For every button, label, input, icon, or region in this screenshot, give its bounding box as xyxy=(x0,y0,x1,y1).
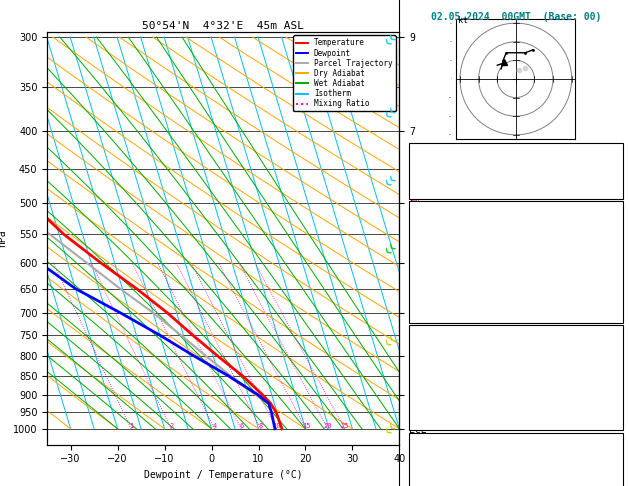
Text: SREH: SREH xyxy=(411,469,433,479)
Text: -0: -0 xyxy=(610,379,620,388)
Text: 2: 2 xyxy=(169,423,174,429)
Text: CAPE (J): CAPE (J) xyxy=(411,395,454,404)
Text: PW (cm): PW (cm) xyxy=(411,180,449,190)
Text: 15: 15 xyxy=(302,423,310,429)
Text: CIN (J): CIN (J) xyxy=(411,412,449,421)
Text: Mixing Ratio (g/kg): Mixing Ratio (g/kg) xyxy=(411,191,420,286)
X-axis label: Dewpoint / Temperature (°C): Dewpoint / Temperature (°C) xyxy=(144,470,303,480)
Text: 72: 72 xyxy=(610,469,620,479)
Text: 50: 50 xyxy=(610,164,620,173)
Text: 8: 8 xyxy=(259,423,263,429)
Text: ❮❮: ❮❮ xyxy=(382,172,398,188)
Text: ❮❮: ❮❮ xyxy=(382,332,398,348)
Text: Hodograph: Hodograph xyxy=(492,436,540,446)
Text: Totals Totals: Totals Totals xyxy=(411,164,481,173)
Text: Temp (°C): Temp (°C) xyxy=(411,222,460,231)
Text: © weatheronline.co.uk: © weatheronline.co.uk xyxy=(464,468,568,477)
Text: Lifted Index: Lifted Index xyxy=(411,379,476,388)
Text: 0: 0 xyxy=(615,288,620,297)
Text: ❮❮: ❮❮ xyxy=(382,104,398,120)
Text: 318: 318 xyxy=(604,362,620,371)
Text: 925: 925 xyxy=(604,346,620,355)
Text: Pressure (mb): Pressure (mb) xyxy=(411,346,481,355)
Y-axis label: hPa: hPa xyxy=(0,229,8,247)
Text: 02.05.2024  00GMT  (Base: 00): 02.05.2024 00GMT (Base: 00) xyxy=(431,12,601,22)
Text: 1: 1 xyxy=(129,423,133,429)
Text: 54: 54 xyxy=(610,453,620,462)
Text: CAPE (J): CAPE (J) xyxy=(411,288,454,297)
Text: 25: 25 xyxy=(340,423,349,429)
Text: 31: 31 xyxy=(610,147,620,156)
Text: 6: 6 xyxy=(239,423,243,429)
Text: CIN (J): CIN (J) xyxy=(411,304,449,313)
Text: kt: kt xyxy=(458,16,468,25)
Text: 314: 314 xyxy=(604,255,620,264)
Y-axis label: km
ASL: km ASL xyxy=(435,227,452,249)
Text: 2.85: 2.85 xyxy=(599,180,620,190)
Text: θᴇ(K): θᴇ(K) xyxy=(411,255,438,264)
Text: EH: EH xyxy=(411,453,422,462)
Text: Surface: Surface xyxy=(497,205,535,214)
Text: K: K xyxy=(411,147,417,156)
Text: 40: 40 xyxy=(610,412,620,421)
Text: 14.2: 14.2 xyxy=(599,222,620,231)
Text: ❮❮: ❮❮ xyxy=(382,240,398,256)
Text: ❮❮: ❮❮ xyxy=(382,420,398,435)
Text: 114: 114 xyxy=(604,395,620,404)
Text: ❮❮: ❮❮ xyxy=(382,31,398,47)
Title: 50°54'N  4°32'E  45m ASL: 50°54'N 4°32'E 45m ASL xyxy=(142,21,304,31)
Text: 0: 0 xyxy=(615,304,620,313)
Text: θᴇ (K): θᴇ (K) xyxy=(411,362,443,371)
Text: Most Unstable: Most Unstable xyxy=(481,329,551,338)
Text: 13.8: 13.8 xyxy=(599,238,620,247)
Text: 10: 10 xyxy=(272,423,281,429)
Text: Lifted Index: Lifted Index xyxy=(411,271,476,280)
Text: 20: 20 xyxy=(323,423,332,429)
Text: Dewp (°C): Dewp (°C) xyxy=(411,238,460,247)
Legend: Temperature, Dewpoint, Parcel Trajectory, Dry Adiabat, Wet Adiabat, Isotherm, Mi: Temperature, Dewpoint, Parcel Trajectory… xyxy=(293,35,396,111)
Text: 4: 4 xyxy=(213,423,216,429)
Text: 2: 2 xyxy=(615,271,620,280)
